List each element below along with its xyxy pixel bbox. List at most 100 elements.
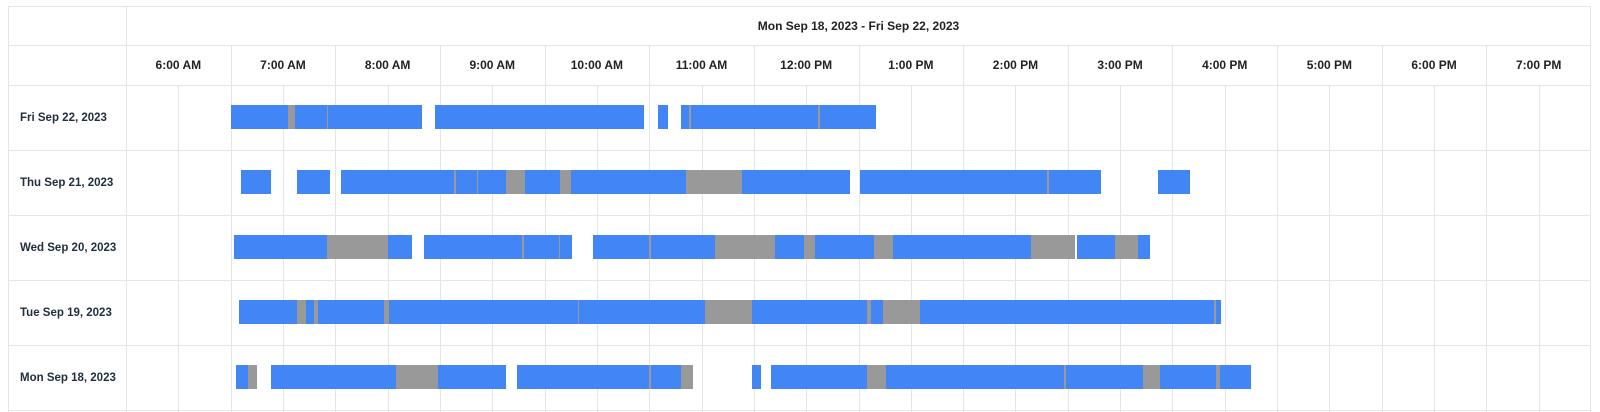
idle-segment[interactable]	[506, 170, 526, 194]
idle-segment[interactable]	[804, 235, 815, 259]
active-segment[interactable]	[1066, 365, 1143, 389]
idle-segment[interactable]	[326, 235, 388, 259]
date-range-title: Mon Sep 18, 2023 - Fri Sep 22, 2023	[757, 18, 960, 33]
active-segment[interactable]	[752, 300, 868, 324]
idle-segment[interactable]	[1031, 235, 1075, 259]
idle-segment[interactable]	[1216, 365, 1220, 389]
active-segment[interactable]	[771, 365, 868, 389]
active-segment[interactable]	[886, 365, 1065, 389]
grid-line-v	[858, 45, 860, 412]
idle-segment[interactable]	[705, 300, 753, 324]
grid-line-v	[649, 45, 651, 412]
grid-line-h	[8, 150, 1591, 151]
active-segment[interactable]	[1076, 235, 1115, 259]
idle-segment[interactable]	[882, 300, 920, 324]
idle-segment[interactable]	[1114, 235, 1138, 259]
active-segment[interactable]	[478, 170, 507, 194]
hour-label: 6:00 AM	[155, 58, 202, 72]
idle-segment[interactable]	[1064, 365, 1067, 389]
active-segment[interactable]	[340, 170, 454, 194]
idle-segment[interactable]	[384, 300, 390, 324]
idle-segment[interactable]	[314, 300, 318, 324]
hour-label: 4:00 PM	[1202, 58, 1248, 72]
active-segment[interactable]	[820, 105, 876, 129]
active-segment[interactable]	[235, 365, 249, 389]
active-segment[interactable]	[1160, 365, 1217, 389]
idle-segment[interactable]	[867, 365, 887, 389]
idle-segment[interactable]	[685, 170, 742, 194]
idle-segment[interactable]	[326, 105, 329, 129]
grid-line-h	[8, 85, 1591, 86]
idle-segment[interactable]	[867, 300, 871, 324]
idle-segment[interactable]	[521, 235, 524, 259]
active-segment[interactable]	[680, 105, 690, 129]
idle-segment[interactable]	[396, 365, 439, 389]
active-segment[interactable]	[387, 235, 412, 259]
active-segment[interactable]	[516, 365, 650, 389]
active-segment[interactable]	[438, 365, 507, 389]
active-segment[interactable]	[741, 170, 850, 194]
idle-segment[interactable]	[680, 365, 693, 389]
active-segment[interactable]	[270, 365, 397, 389]
idle-segment[interactable]	[1214, 300, 1217, 324]
active-segment[interactable]	[455, 170, 477, 194]
idle-segment[interactable]	[818, 105, 821, 129]
active-segment[interactable]	[1158, 170, 1190, 194]
active-segment[interactable]	[860, 170, 1047, 194]
active-segment[interactable]	[234, 235, 327, 259]
active-segment[interactable]	[424, 235, 522, 259]
active-segment[interactable]	[657, 105, 669, 129]
hour-label: 9:00 AM	[469, 58, 516, 72]
idle-segment[interactable]	[715, 235, 775, 259]
active-segment[interactable]	[230, 105, 289, 129]
active-segment[interactable]	[434, 105, 644, 129]
active-segment[interactable]	[774, 235, 805, 259]
hour-label: 11:00 AM	[675, 58, 728, 72]
active-segment[interactable]	[691, 105, 819, 129]
idle-segment[interactable]	[453, 170, 456, 194]
active-segment[interactable]	[560, 235, 573, 259]
active-segment[interactable]	[893, 235, 1032, 259]
hour-label: 8:00 AM	[364, 58, 411, 72]
active-segment[interactable]	[570, 170, 686, 194]
active-segment[interactable]	[1216, 300, 1222, 324]
grid-line-v	[1067, 45, 1069, 412]
idle-segment[interactable]	[689, 105, 692, 129]
active-segment[interactable]	[525, 170, 561, 194]
idle-segment[interactable]	[288, 105, 296, 129]
active-segment[interactable]	[296, 170, 331, 194]
active-segment[interactable]	[1219, 365, 1251, 389]
active-segment[interactable]	[919, 300, 1215, 324]
active-segment[interactable]	[593, 235, 650, 259]
idle-segment[interactable]	[649, 235, 651, 259]
idle-segment[interactable]	[296, 300, 306, 324]
idle-segment[interactable]	[1046, 170, 1049, 194]
active-segment[interactable]	[1137, 235, 1150, 259]
active-segment[interactable]	[389, 300, 578, 324]
active-segment[interactable]	[650, 365, 681, 389]
active-segment[interactable]	[650, 235, 716, 259]
active-segment[interactable]	[579, 300, 705, 324]
active-segment[interactable]	[870, 300, 883, 324]
idle-segment[interactable]	[649, 365, 651, 389]
active-segment[interactable]	[317, 300, 385, 324]
active-segment[interactable]	[295, 105, 327, 129]
row-label: Tue Sep 19, 2023	[20, 306, 112, 319]
active-segment[interactable]	[1048, 170, 1101, 194]
active-segment[interactable]	[752, 365, 761, 389]
active-segment[interactable]	[239, 300, 297, 324]
idle-segment[interactable]	[476, 170, 479, 194]
idle-segment[interactable]	[558, 235, 561, 259]
grid-line-v	[335, 45, 337, 412]
idle-segment[interactable]	[874, 235, 894, 259]
row-label: Wed Sep 20, 2023	[20, 241, 117, 254]
idle-segment[interactable]	[577, 300, 580, 324]
active-segment[interactable]	[328, 105, 423, 129]
idle-segment[interactable]	[248, 365, 257, 389]
active-segment[interactable]	[305, 300, 315, 324]
active-segment[interactable]	[241, 170, 271, 194]
idle-segment[interactable]	[560, 170, 571, 194]
active-segment[interactable]	[814, 235, 875, 259]
idle-segment[interactable]	[1142, 365, 1161, 389]
active-segment[interactable]	[523, 235, 559, 259]
